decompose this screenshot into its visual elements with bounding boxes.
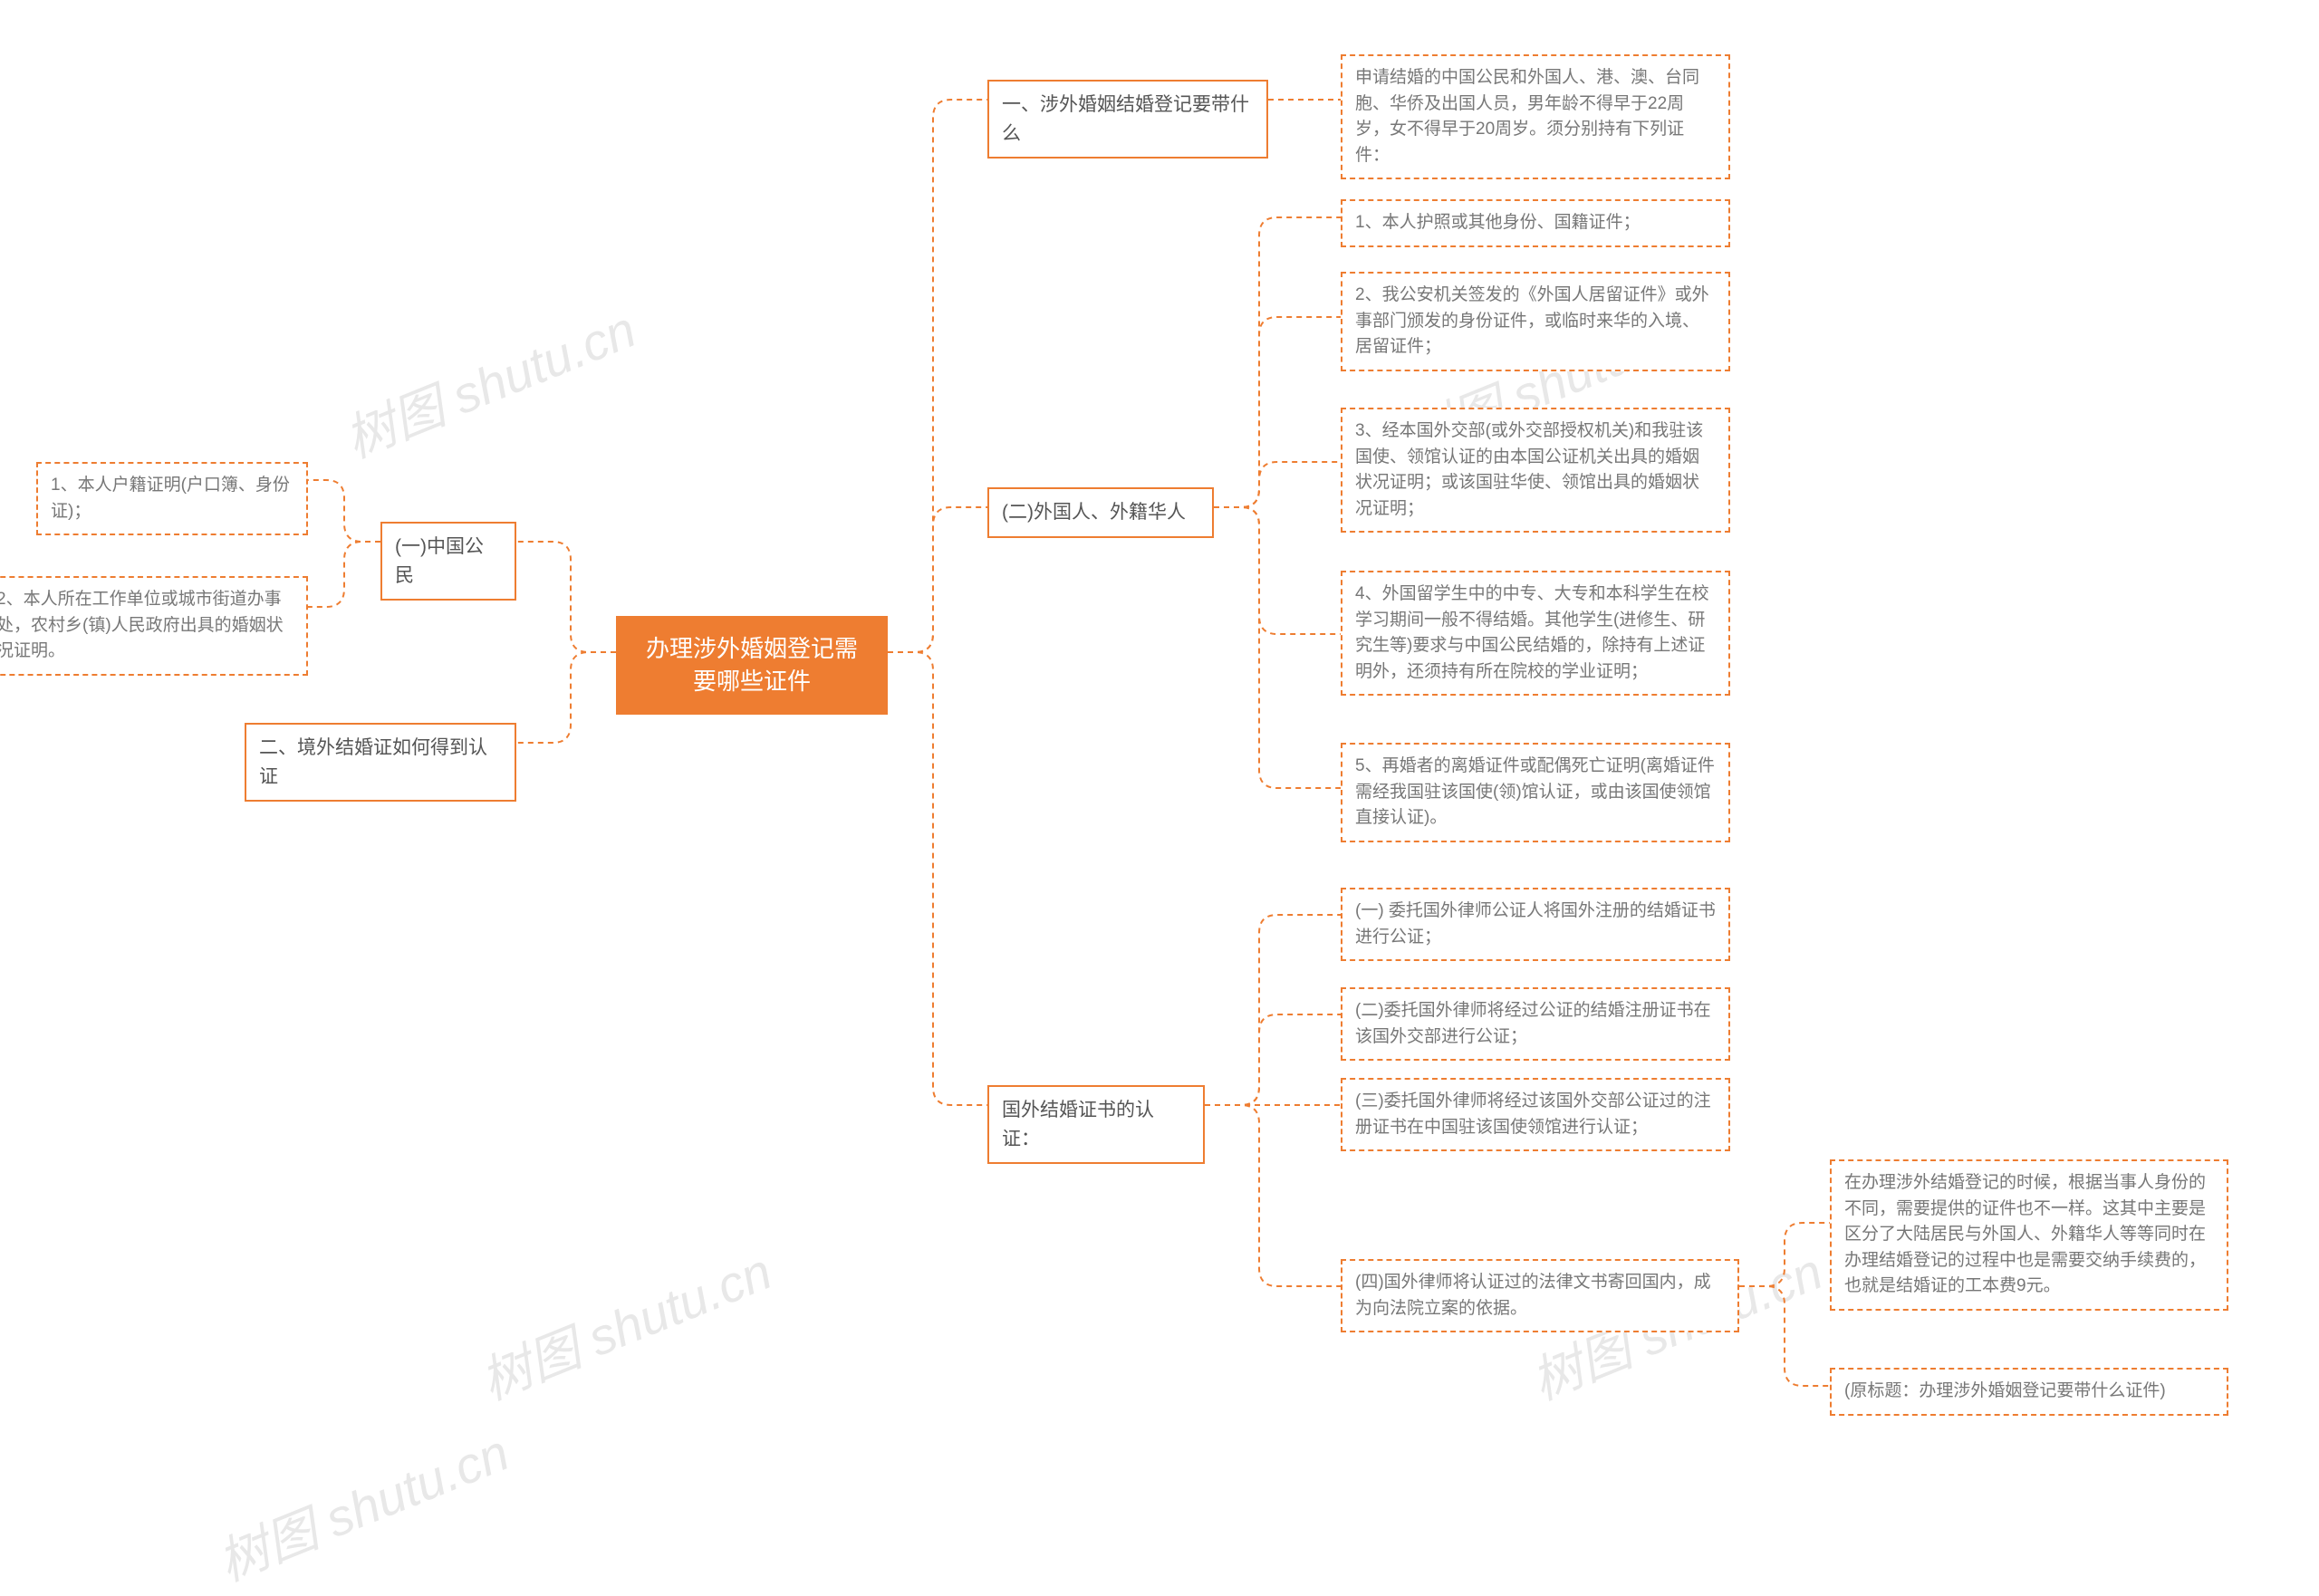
right-b1[interactable]: 一、涉外婚姻结婚登记要带什么 xyxy=(987,80,1268,159)
right-b3-c2[interactable]: (二)委托国外律师将经过公证的结婚注册证书在该国外交部进行公证； xyxy=(1341,987,1730,1061)
root-node[interactable]: 办理涉外婚姻登记需要哪些证件 xyxy=(616,616,888,715)
watermark: 树图 shutu.cn xyxy=(332,289,645,472)
watermark: 树图 shutu.cn xyxy=(468,1231,781,1414)
right-b3-c1[interactable]: (一) 委托国外律师公证人将国外注册的结婚证书进行公证； xyxy=(1341,888,1730,961)
right-b1-c1[interactable]: 申请结婚的中国公民和外国人、港、澳、台同胞、华侨及出国人员，男年龄不得早于22周… xyxy=(1341,54,1730,179)
left-b1-c1[interactable]: 1、本人户籍证明(户口簿、身份证)； xyxy=(36,462,308,535)
left-b1[interactable]: (一)中国公民 xyxy=(380,522,516,601)
right-b3[interactable]: 国外结婚证书的认证： xyxy=(987,1085,1205,1164)
right-b3-c4-d1[interactable]: 在办理涉外结婚登记的时候，根据当事人身份的不同，需要提供的证件也不一样。这其中主… xyxy=(1830,1159,2228,1311)
right-b2-c4[interactable]: 4、外国留学生中的中专、大专和本科学生在校学习期间一般不得结婚。其他学生(进修生… xyxy=(1341,571,1730,696)
watermark: 树图 shutu.cn xyxy=(206,1412,518,1595)
right-b3-c4-d2[interactable]: (原标题：办理涉外婚姻登记要带什么证件) xyxy=(1830,1368,2228,1416)
left-b2[interactable]: 二、境外结婚证如何得到认证 xyxy=(245,723,516,802)
right-b2-c2[interactable]: 2、我公安机关签发的《外国人居留证件》或外事部门颁发的身份证件，或临时来华的入境… xyxy=(1341,272,1730,371)
right-b3-c4[interactable]: (四)国外律师将认证过的法律文书寄回国内，成为向法院立案的依据。 xyxy=(1341,1259,1739,1332)
right-b2-c3[interactable]: 3、经本国外交部(或外交部授权机关)和我驻该国使、领馆认证的由本国公证机关出具的… xyxy=(1341,408,1730,533)
right-b2-c1[interactable]: 1、本人护照或其他身份、国籍证件； xyxy=(1341,199,1730,247)
right-b2-c5[interactable]: 5、再婚者的离婚证件或配偶死亡证明(离婚证件需经我国驻该国使(领)馆认证，或由该… xyxy=(1341,743,1730,842)
left-b1-c2[interactable]: 2、本人所在工作单位或城市街道办事处，农村乡(镇)人民政府出具的婚姻状况证明。 xyxy=(0,576,308,676)
mindmap-canvas: 树图 shutu.cn 树图 shutu.cn 树图 shutu.cn 树图 s… xyxy=(0,0,2319,1496)
right-b3-c3[interactable]: (三)委托国外律师将经过该国外交部公证过的注册证书在中国驻该国使领馆进行认证； xyxy=(1341,1078,1730,1151)
right-b2[interactable]: (二)外国人、外籍华人 xyxy=(987,487,1214,538)
